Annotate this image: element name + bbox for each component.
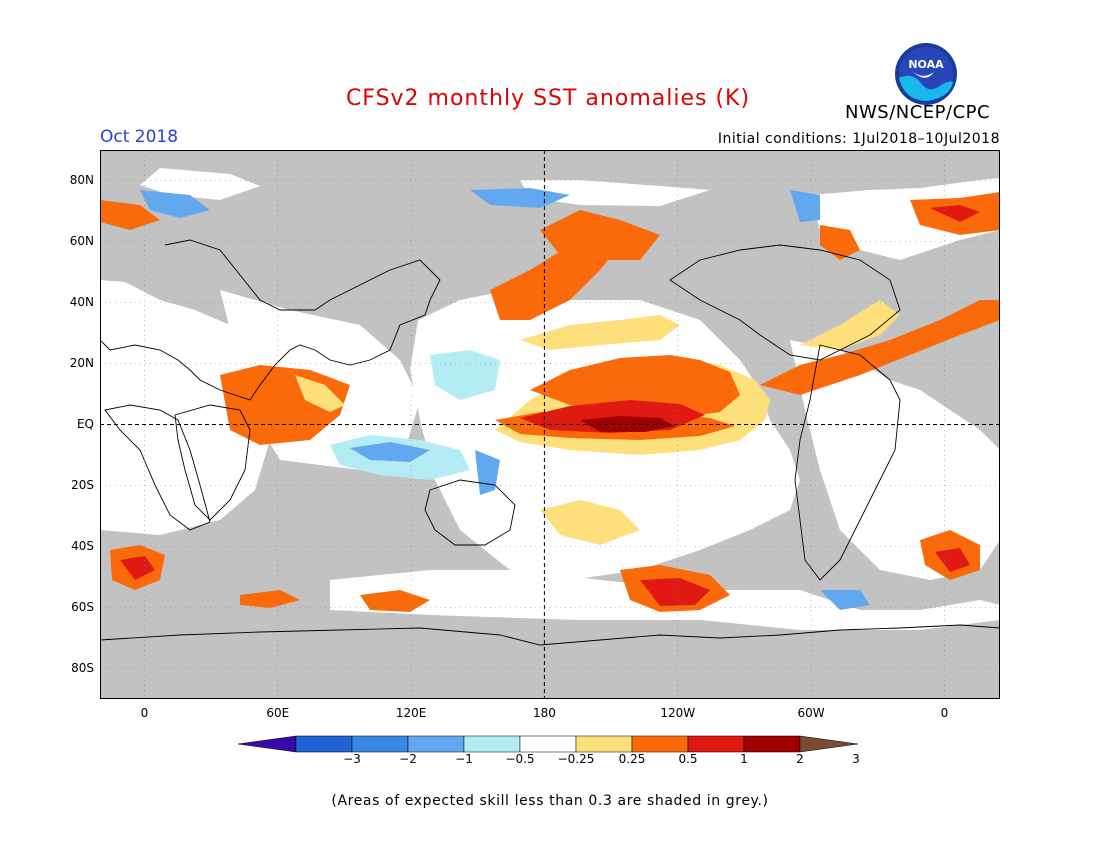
latitude-label: 60S: [71, 599, 94, 614]
colorbar-low-arrow: [238, 735, 297, 753]
longitude-label: 180: [532, 706, 556, 720]
longitude-label: 60E: [266, 706, 290, 720]
colorbar-label: 1: [740, 752, 748, 766]
colorbar-swatch: [575, 735, 633, 753]
valid-month: Oct 2018: [100, 127, 179, 147]
latitude-label: EQ: [76, 416, 94, 431]
colorbar-label: 3: [852, 752, 860, 766]
agency-label: NWS/NCEP/CPC: [845, 102, 991, 123]
gridlines: [100, 150, 1000, 699]
latitude-label: 20S: [71, 477, 94, 492]
latitude-label: 60N: [69, 233, 94, 248]
colorbar-swatch: [631, 735, 689, 753]
cool-anomaly-regions: [140, 188, 870, 610]
colorbar-label: −3: [343, 752, 361, 766]
colorbar-swatch: [687, 735, 745, 753]
colorbar-high-arrow: [799, 735, 859, 753]
colorbar-label: −0.25: [557, 752, 595, 766]
footnote: (Areas of expected skill less than 0.3 a…: [331, 793, 769, 809]
longitude-label: 0: [940, 706, 949, 720]
colorbar-label: 2: [796, 752, 804, 766]
colorbar-swatch: [743, 735, 801, 753]
map-title: CFSv2 monthly SST anomalies (K): [345, 86, 751, 111]
noaa-logo-text: NOAA: [908, 58, 944, 71]
colorbar-swatch: [519, 735, 577, 753]
latitude-label: 80S: [71, 660, 94, 675]
latitude-label: 80N: [69, 172, 94, 187]
latitude-label: 20N: [69, 355, 94, 370]
latitude-label: 40S: [71, 538, 94, 553]
coastlines: [100, 239, 1000, 646]
colorbar-label: 0.25: [618, 752, 646, 766]
colorbar-swatch: [463, 735, 521, 753]
colorbar-label: −2: [399, 752, 417, 766]
colorbar: [238, 735, 859, 753]
colorbar-label: −0.5: [505, 752, 535, 766]
colorbar-swatch: [351, 735, 409, 753]
initial-conditions: Initial conditions: 1Jul2018–10Jul2018: [717, 131, 1000, 147]
sst-anomaly-map: [100, 150, 1000, 699]
longitude-label: 120E: [395, 706, 427, 720]
longitude-label: 0: [140, 706, 149, 720]
colorbar-label: −1: [455, 752, 473, 766]
graticule: [100, 150, 1000, 699]
longitude-label: 60W: [797, 706, 825, 720]
noaa-logo-icon: NOAA: [895, 43, 957, 105]
longitude-label: 120W: [660, 706, 696, 720]
latitude-label: 40N: [69, 294, 94, 309]
warm-anomaly-regions: [100, 192, 1000, 612]
colorbar-swatch: [407, 735, 465, 753]
colorbar-label: 0.5: [678, 752, 698, 766]
colorbar-swatch: [295, 735, 353, 753]
